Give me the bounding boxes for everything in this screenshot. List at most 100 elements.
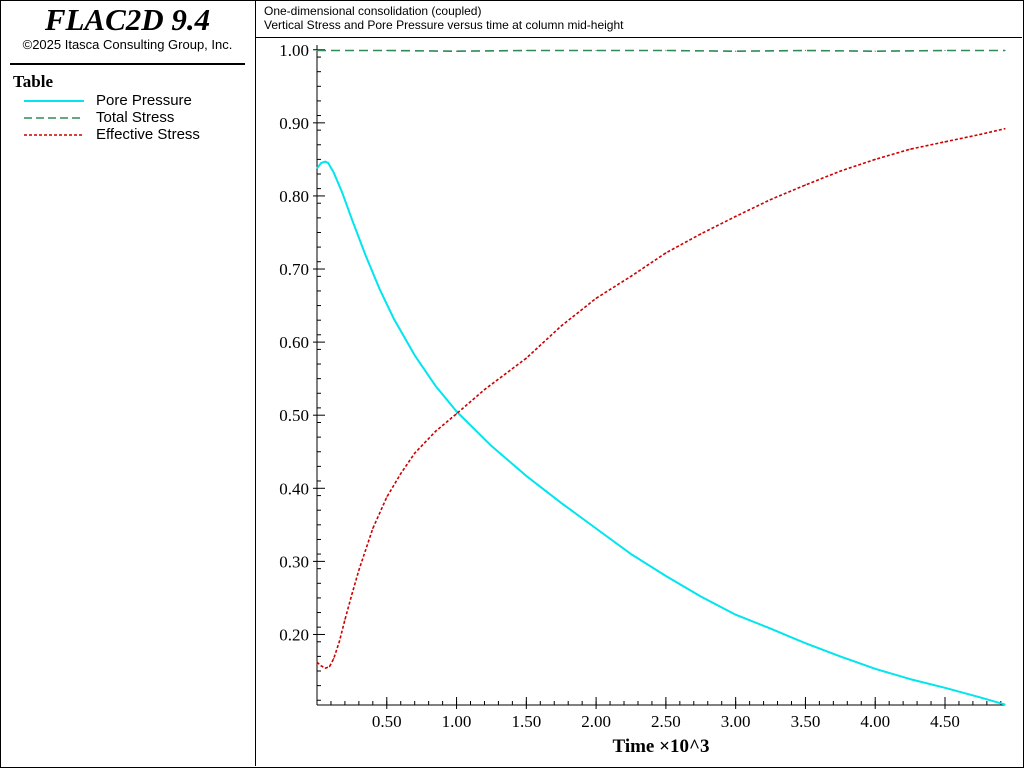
data-point-pore-pressure [700,595,702,598]
data-point-total-stress [944,49,946,52]
y-tick-label: 0.60 [279,333,309,352]
data-point-effective-stress [320,665,322,667]
y-tick-label: 0.50 [279,406,309,425]
y-tick-label: 1.00 [279,41,309,60]
x-tick-label: 4.50 [930,712,960,731]
data-point-effective-stress [324,667,326,669]
data-point-pore-pressure [379,288,381,291]
solid-line-swatch-icon [24,100,84,102]
data-point-pore-pressure [944,687,946,689]
data-point-pore-pressure [341,191,343,193]
series-line-effective-stress [316,127,1006,669]
data-point-total-stress [316,49,318,52]
data-point-effective-stress [316,661,318,663]
legend-heading: Table [13,72,54,91]
x-tick-label: 2.00 [581,712,611,731]
series-line-pore-pressure [316,160,1006,706]
data-point-pore-pressure [333,171,335,174]
data-point-effective-stress [560,325,562,327]
x-tick-label: 3.00 [721,712,751,731]
data-point-total-stress [455,50,458,52]
plot-header: One-dimensional consolidation (coupled) … [256,0,1022,38]
y-tick-label: 0.70 [279,260,309,279]
x-tick-label: 1.00 [442,712,472,731]
x-tick-label: 1.50 [511,712,541,731]
data-point-effective-stress [414,452,416,454]
legend-label: Effective Stress [96,126,200,143]
x-tick-label: 3.50 [791,712,821,731]
series-line-total-stress [317,49,1005,52]
data-point-effective-stress [979,133,981,136]
data-point-pore-pressure [560,502,562,504]
y-tick-label: 0.80 [279,187,309,206]
data-point-effective-stress [700,233,702,235]
data-point-effective-stress [909,148,911,150]
data-point-total-stress [1004,49,1006,52]
data-point-effective-stress [944,141,946,143]
data-point-pore-pressure [804,642,807,644]
data-point-effective-stress [630,275,632,277]
data-point-total-stress [595,49,597,52]
data-point-pore-pressure [525,475,527,477]
data-point-effective-stress [769,198,772,201]
data-point-pore-pressure [839,655,841,657]
data-point-pore-pressure [630,553,632,555]
data-point-effective-stress [400,473,402,475]
x-tick-label: 4.00 [860,712,890,731]
plot-subtitle-1: One-dimensional consolidation (coupled) [264,4,482,18]
data-point-effective-stress [435,430,437,432]
data-point-effective-stress [344,619,346,621]
data-point-pore-pressure [320,162,322,164]
x-axis-label: Time ×10^3 [613,736,710,757]
data-point-pore-pressure [414,354,416,356]
y-tick-label: 0.40 [279,479,309,498]
data-point-effective-stress [351,593,353,595]
data-point-pore-pressure [435,385,437,387]
data-point-effective-stress [338,641,340,643]
y-tick-label: 0.90 [279,114,309,133]
data-point-pore-pressure [595,527,597,530]
data-point-total-stress [386,49,388,52]
data-point-effective-stress [839,170,841,172]
data-point-total-stress [665,49,667,52]
data-point-pore-pressure [351,218,353,220]
copyright-notice: ©2025 Itasca Consulting Group, Inc. [22,37,233,52]
title-divider [10,63,245,65]
data-point-effective-stress [372,527,374,530]
data-point-effective-stress [455,413,458,415]
data-point-effective-stress [804,184,807,186]
data-point-effective-stress [735,215,737,217]
data-point-effective-stress [1004,128,1006,130]
data-point-pore-pressure [769,628,772,630]
data-point-effective-stress [386,496,388,498]
data-point-pore-pressure [979,696,981,698]
data-point-pore-pressure [327,162,329,164]
data-point-total-stress [735,50,737,52]
data-point-pore-pressure [665,575,667,577]
data-point-pore-pressure [735,614,737,616]
plot-subtitle-2: Vertical Stress and Pore Pressure versus… [264,18,624,32]
axes: 0.20 0.30 0.40 0.50 0.60 0.70 0.80 0.90 1.00 0.50… [279,41,1005,731]
data-point-total-stress [525,49,527,52]
data-point-pore-pressure [324,160,326,163]
data-point-effective-stress [874,158,876,160]
legend-label: Pore Pressure [96,92,192,109]
data-point-pore-pressure [455,410,458,413]
y-tick-label: 0.30 [279,552,309,571]
data-point-pore-pressure [874,668,876,670]
data-point-pore-pressure [909,678,911,680]
data-point-pore-pressure [393,318,395,320]
x-tick-label: 2.50 [651,712,681,731]
data-point-effective-stress [595,297,597,299]
data-point-effective-stress [358,569,360,571]
data-point-pore-pressure [365,255,367,257]
legend-panel: FLAC2D 9.4 ©2025 Itasca Consulting Group… [0,0,256,766]
data-point-effective-stress [665,252,667,254]
data-point-total-stress [804,49,807,52]
data-point-effective-stress [328,666,331,668]
data-point-effective-stress [333,657,335,660]
data-point-effective-stress [483,389,486,391]
series-layer [316,49,1006,706]
data-point-pore-pressure [490,445,493,447]
data-point-pore-pressure [316,167,318,169]
